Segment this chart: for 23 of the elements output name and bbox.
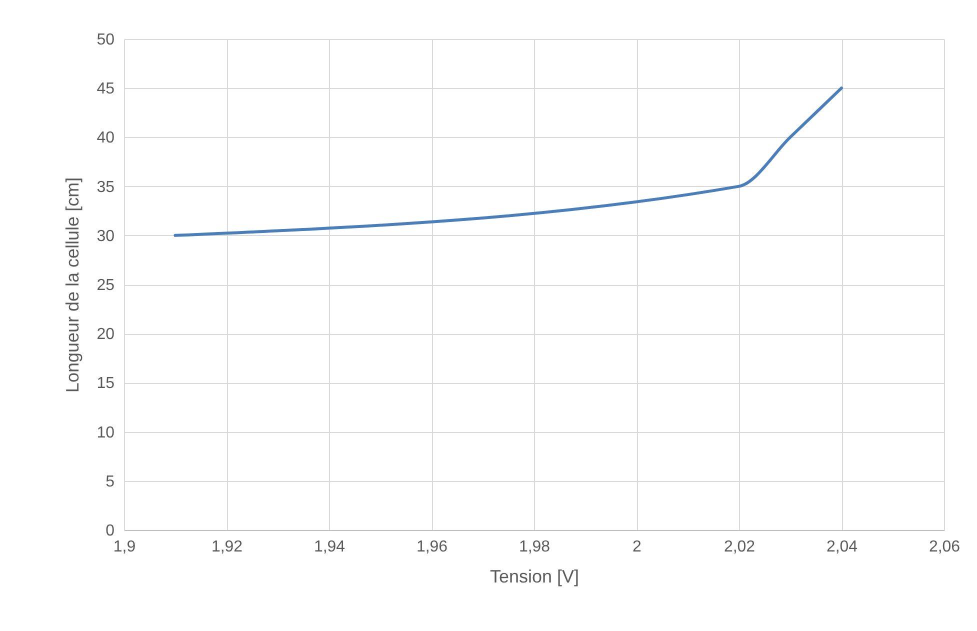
x-axis-title: Tension [V] (490, 566, 580, 586)
y-tick-label: 35 (96, 178, 115, 196)
y-tick-label: 45 (96, 80, 115, 98)
y-tick-label: 30 (96, 228, 115, 245)
x-tick-label: 1,9 (113, 538, 136, 556)
x-tick-label: 1,92 (211, 538, 243, 556)
x-tick-label: 1,96 (416, 538, 448, 556)
x-tick-label: 2,06 (928, 538, 960, 556)
y-tick-label: 25 (96, 277, 115, 294)
x-tick-label: 2,02 (724, 538, 756, 556)
x-tick-label: 2 (632, 538, 642, 556)
y-tick-label: 0 (106, 522, 115, 540)
y-axis-title: Longueur de la cellule [cm] (62, 177, 83, 393)
y-tick-label: 5 (106, 473, 115, 490)
x-tick-label: 1,98 (518, 538, 550, 556)
line-series (174, 86, 843, 237)
x-tick-label: 2,04 (826, 538, 858, 556)
x-tick-label: 1,94 (314, 538, 346, 556)
y-tick-label: 10 (96, 424, 115, 442)
y-tick-label: 15 (96, 375, 115, 392)
y-tick-label: 40 (96, 130, 115, 147)
y-tick-label: 20 (96, 326, 115, 344)
y-tick-label: 50 (96, 32, 115, 48)
